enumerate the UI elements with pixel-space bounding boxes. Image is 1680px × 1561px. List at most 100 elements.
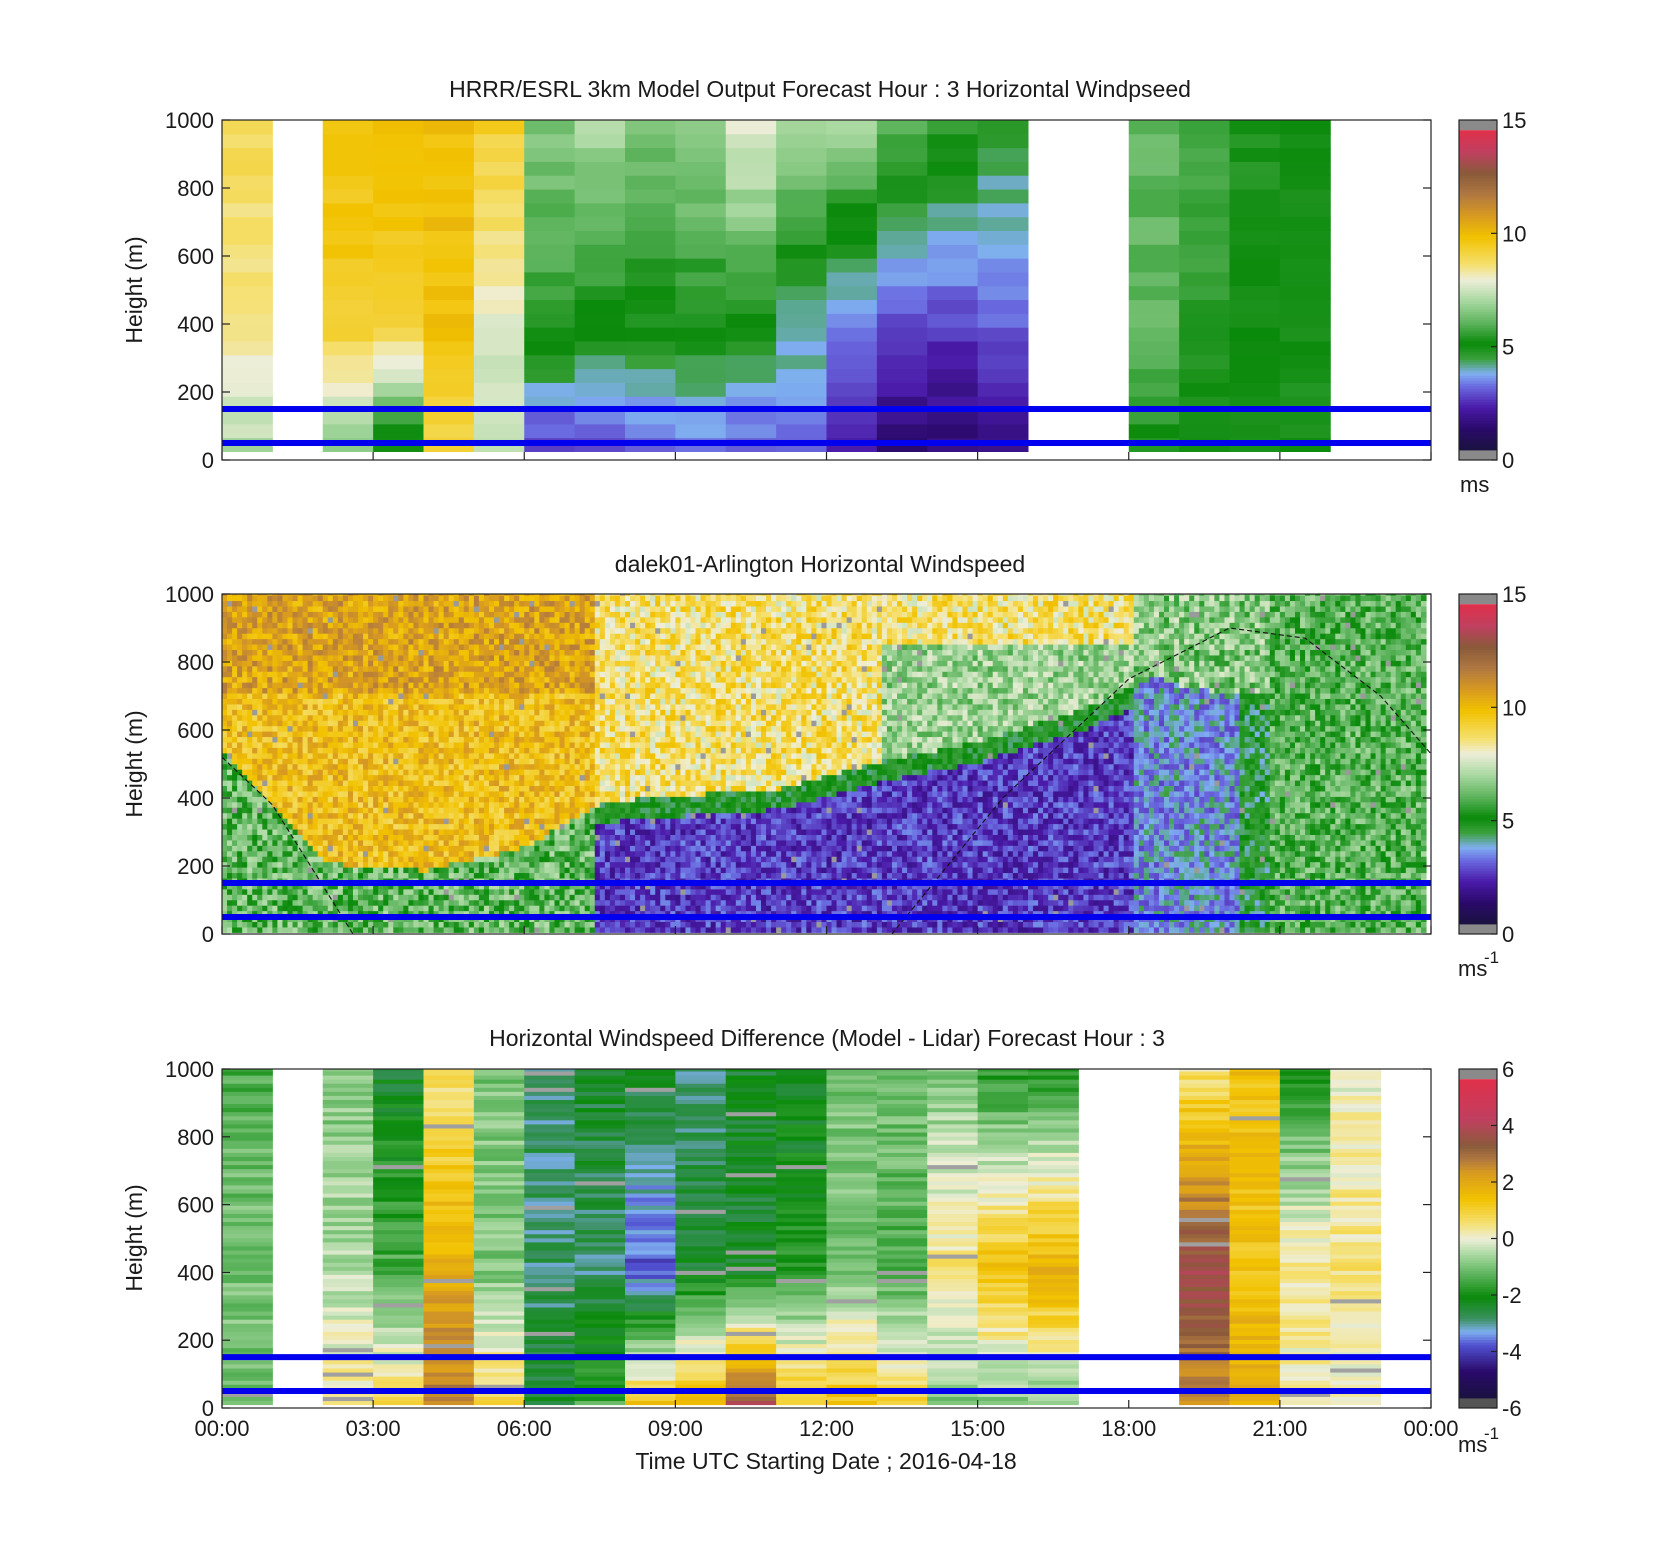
heat-cell — [675, 382, 727, 397]
heat-cell — [468, 861, 475, 868]
heat-cell — [509, 665, 515, 672]
heat-cell — [237, 790, 243, 797]
heat-cell — [504, 605, 510, 612]
heat-cell — [478, 709, 485, 716]
heat-cell — [418, 899, 425, 906]
colorbar-swatch — [1459, 433, 1497, 438]
heat-cell — [544, 736, 551, 743]
heat-cell — [307, 698, 314, 705]
heat-cell — [539, 709, 545, 716]
heat-cell — [252, 769, 258, 776]
colorbar-swatch — [1459, 404, 1497, 408]
heat-cell — [544, 839, 551, 846]
heat-cell — [222, 120, 273, 135]
heat-cell — [393, 698, 399, 705]
heat-cell — [388, 633, 394, 640]
heat-cell — [826, 189, 878, 204]
heat-cell — [272, 627, 279, 634]
heat-cell — [544, 692, 551, 699]
heat-cell — [222, 698, 228, 705]
heat-cell — [473, 216, 525, 231]
heat-cell — [232, 790, 238, 797]
heat-cell — [368, 905, 374, 912]
heat-cell — [292, 676, 299, 683]
heat-cell — [549, 692, 556, 699]
heat-cell — [302, 752, 309, 759]
heat-cell — [544, 801, 551, 808]
heat-cell — [549, 839, 556, 846]
heat-cell — [499, 627, 505, 634]
heat-cell — [307, 774, 314, 781]
heat-cell — [393, 627, 399, 634]
heat-cell — [544, 867, 551, 874]
heat-cell — [388, 692, 394, 699]
heat-cell — [297, 736, 304, 743]
heat-cell — [403, 595, 409, 602]
heat-cell — [347, 616, 354, 623]
heat-cell — [927, 285, 979, 301]
heat-cell — [549, 698, 556, 705]
heat-cell — [262, 671, 268, 678]
heat-cell — [514, 763, 520, 770]
heat-cell — [499, 660, 505, 667]
heat-cell — [675, 354, 727, 370]
heat-cell — [222, 382, 273, 397]
heat-cell — [428, 605, 435, 612]
heat-cell — [504, 926, 510, 933]
heat-cell — [378, 807, 384, 814]
heat-cell — [368, 785, 374, 792]
heat-cell — [358, 850, 364, 857]
heat-cell — [514, 633, 520, 640]
heat-cell — [483, 709, 490, 716]
heat-cell — [509, 867, 515, 874]
heat-cell — [378, 714, 384, 721]
heat-cell — [458, 594, 465, 596]
heat-cell — [473, 594, 480, 596]
heat-cell — [317, 594, 324, 596]
heat-cell — [534, 856, 540, 863]
heat-cell — [423, 120, 475, 135]
heat-cell — [363, 611, 369, 618]
heat-cell — [509, 796, 515, 803]
heat-cell — [569, 867, 576, 874]
heat-cell — [287, 611, 294, 618]
heat-cell — [453, 763, 460, 770]
heat-cell — [1128, 285, 1180, 301]
heat-cell — [463, 665, 470, 672]
heat-cell — [927, 189, 979, 204]
colorbar-swatch — [1459, 159, 1497, 163]
heat-cell — [332, 790, 339, 797]
heat-cell — [453, 758, 460, 765]
heat-cell — [1279, 410, 1331, 425]
heat-cell — [277, 899, 284, 906]
heat-cell — [332, 839, 339, 846]
heat-cell — [428, 671, 435, 678]
heat-cell — [725, 147, 777, 162]
heat-cell — [393, 714, 399, 721]
heat-cell — [363, 758, 369, 765]
heat-cell — [453, 709, 460, 716]
heat-cell — [317, 633, 324, 640]
heat-cell — [247, 796, 253, 803]
heat-cell — [408, 638, 415, 645]
heat-cell — [675, 271, 727, 287]
heat-cell — [453, 687, 460, 694]
heat-cell — [247, 888, 253, 895]
heat-cell — [478, 731, 485, 738]
heat-cell — [559, 818, 566, 825]
heat-cell — [262, 676, 268, 683]
heat-cell — [559, 861, 566, 868]
heat-cell — [373, 654, 379, 661]
heat-cell — [776, 216, 827, 231]
heat-cell — [398, 747, 404, 754]
heat-cell — [423, 828, 430, 835]
heat-cell — [977, 327, 1029, 342]
heat-cell — [383, 714, 389, 721]
heat-cell — [322, 926, 329, 933]
heat-cell — [277, 888, 284, 895]
heat-cell — [292, 834, 299, 841]
heat-cell — [242, 616, 248, 623]
heat-cell — [247, 905, 253, 912]
heat-cell — [388, 872, 394, 879]
heat-cell — [544, 779, 551, 787]
